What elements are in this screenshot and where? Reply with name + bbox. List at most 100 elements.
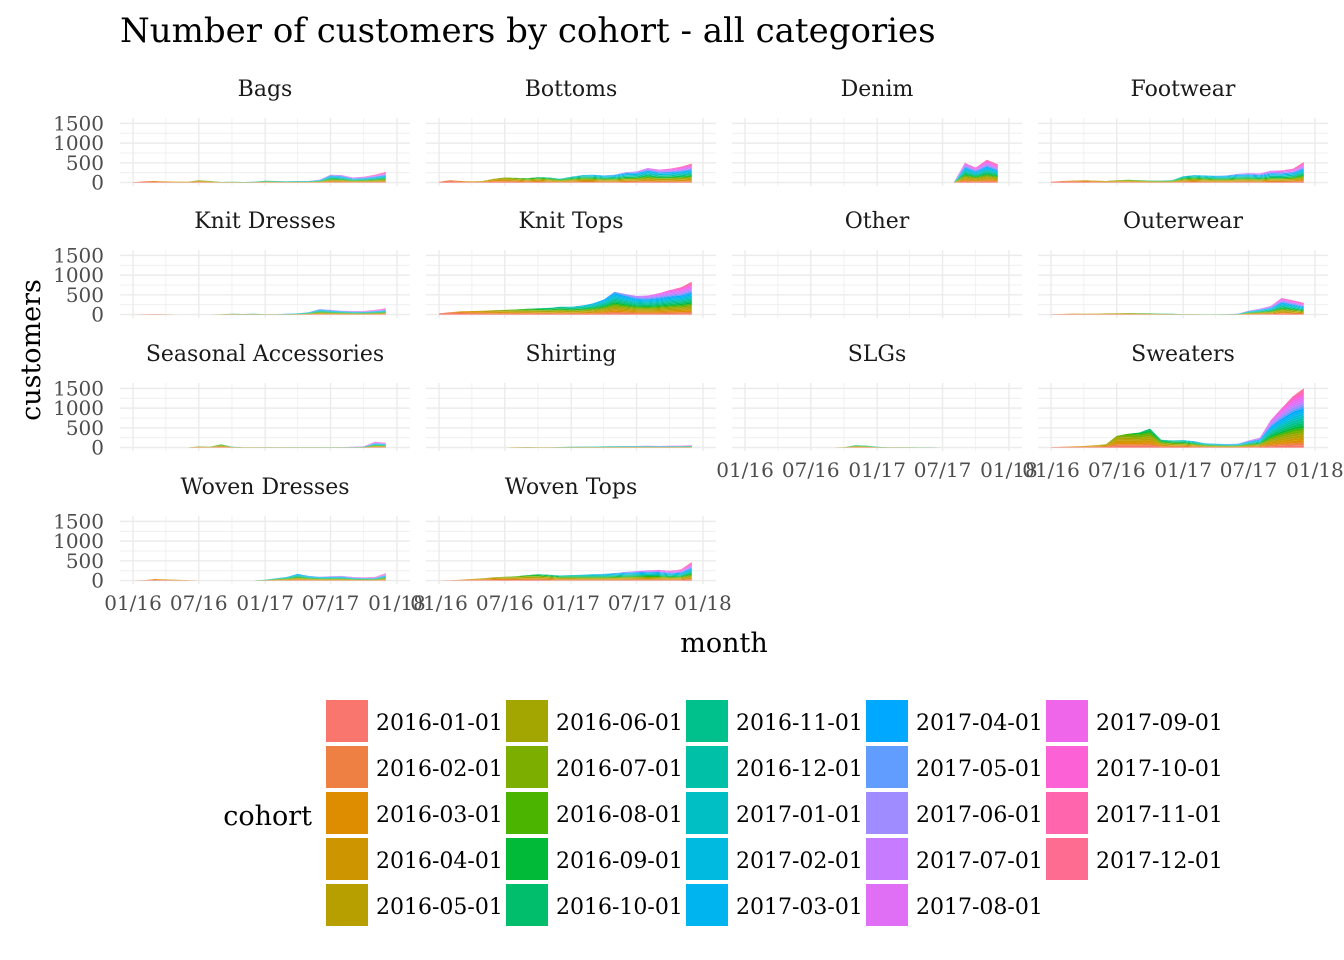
- area-cohort-2016-10-01: [1051, 422, 1304, 448]
- area-cohort-2016-02-01: [1051, 180, 1304, 183]
- area-cohort-2016-12-01: [1051, 172, 1304, 182]
- area-cohort-2016-01-01: [1051, 181, 1304, 183]
- area-cohort-2016-05-01: [439, 447, 692, 448]
- area-cohort-2017-06-01: [439, 290, 692, 314]
- legend-label: 2016-05-01: [376, 895, 503, 920]
- area-cohort-2016-02-01: [133, 579, 386, 581]
- y-tick-label: 500: [66, 283, 104, 307]
- area-cohort-2016-07-01: [439, 305, 692, 314]
- panel-strip-label: Footwear: [1131, 77, 1236, 102]
- area-cohort-2016-09-01: [1051, 174, 1304, 182]
- x-tick-label: 07/16: [170, 591, 228, 615]
- legend-label: 2016-06-01: [556, 711, 683, 736]
- area-cohort-2016-03-01: [1051, 180, 1304, 183]
- x-tick-label: 01/18: [1286, 458, 1344, 482]
- area-cohort-2016-04-01: [439, 179, 692, 182]
- panel-strip-label: Seasonal Accessories: [146, 342, 384, 367]
- area-cohort-2016-08-01: [133, 577, 386, 581]
- area-cohort-2016-01-01: [439, 579, 692, 581]
- area-cohort-2016-01-01: [439, 181, 692, 183]
- area-cohort-2016-06-01: [1051, 432, 1304, 448]
- area-cohort-2016-08-01: [439, 574, 692, 581]
- area-cohort-2016-04-01: [133, 578, 386, 581]
- legend-label: 2016-03-01: [376, 803, 503, 828]
- legend-label: 2017-09-01: [1096, 711, 1223, 736]
- x-tick-label: 07/16: [1088, 458, 1146, 482]
- x-tick-label: 07/17: [302, 591, 360, 615]
- panel-strip-label: Bags: [238, 77, 293, 102]
- legend-label: 2016-04-01: [376, 849, 503, 874]
- legend-label: 2017-02-01: [736, 849, 863, 874]
- area-cohort-2016-01-01: [133, 580, 386, 581]
- area-cohort-2016-07-01: [1051, 176, 1304, 182]
- area-cohort-2016-11-01: [439, 299, 692, 314]
- area-cohort-2016-06-01: [745, 446, 998, 448]
- area-cohort-2016-10-01: [1051, 174, 1304, 182]
- area-cohort-2017-07-01: [439, 288, 692, 314]
- legend-swatch: [866, 700, 908, 742]
- area-cohort-2017-03-01: [1051, 169, 1304, 182]
- legend-label: 2017-12-01: [1096, 849, 1223, 874]
- y-tick-label: 500: [66, 416, 104, 440]
- x-tick-label: 01/18: [674, 591, 732, 615]
- area-cohort-2017-03-01: [439, 294, 692, 314]
- legend-label: 2017-03-01: [736, 895, 863, 920]
- legend-swatch: [1046, 746, 1088, 788]
- x-tick-label: 01/18: [368, 591, 426, 615]
- area-cohort-2016-07-01: [439, 446, 692, 448]
- legend-swatch: [326, 884, 368, 926]
- area-cohort-2016-08-01: [745, 445, 998, 448]
- panel-slgs: SLGs 01/16 07/16 01/17 07/17 01/18: [716, 342, 1038, 482]
- legend-label: 2016-10-01: [556, 895, 683, 920]
- area-cohort-2016-10-01: [745, 445, 998, 448]
- x-tick-label: 01/17: [542, 591, 600, 615]
- area-cohort-2016-10-01: [133, 576, 386, 581]
- area-cohort-2017-01-01: [439, 296, 692, 314]
- area-cohort-2016-05-01: [439, 576, 692, 581]
- legend-label: 2016-02-01: [376, 757, 503, 782]
- legend-swatch: [1046, 700, 1088, 742]
- area-cohort-2016-03-01: [439, 578, 692, 581]
- area-cohort-2016-05-01: [1051, 435, 1304, 448]
- area-cohort-2016-07-01: [1051, 430, 1304, 448]
- y-axis-title: customers: [16, 279, 47, 421]
- legend-swatch: [326, 746, 368, 788]
- area-cohort-2016-05-01: [439, 307, 692, 314]
- area-cohort-2016-03-01: [133, 446, 386, 448]
- panel-strip-label: Bottoms: [525, 77, 618, 102]
- x-tick-label: 01/17: [848, 458, 906, 482]
- area-cohort-2016-05-01: [1051, 310, 1304, 315]
- panel-strip-label: Other: [845, 209, 910, 234]
- legend-label: 2017-11-01: [1096, 803, 1223, 828]
- x-tick-label: 01/16: [104, 591, 162, 615]
- area-cohort-2016-08-01: [439, 303, 692, 314]
- y-tick-label: 1500: [53, 509, 104, 533]
- x-axis-title: month: [680, 628, 768, 659]
- panel-footwear: Footwear: [1038, 77, 1328, 186]
- panel-other: Other: [732, 209, 1022, 318]
- panel-strip-label: Knit Tops: [518, 209, 623, 234]
- area-cohort-2017-04-01: [439, 292, 692, 314]
- area-cohort-2017-05-01: [439, 291, 692, 314]
- area-cohort-2016-05-01: [1051, 178, 1304, 182]
- legend-swatch: [866, 884, 908, 926]
- legend-label: 2016-07-01: [556, 757, 683, 782]
- area-cohort-2016-02-01: [133, 181, 386, 183]
- y-tick-label: 1500: [53, 111, 104, 135]
- legend-swatch: [1046, 838, 1088, 880]
- area-cohort-2016-03-01: [133, 313, 386, 315]
- area-cohort-2016-06-01: [439, 306, 692, 314]
- legend-swatch: [1046, 792, 1088, 834]
- x-tick-label: 07/16: [782, 458, 840, 482]
- area-cohort-2016-01-01: [1051, 445, 1304, 448]
- area-cohort-2016-07-01: [133, 577, 386, 581]
- area-cohort-2017-01-01: [1051, 171, 1304, 182]
- panel-strip-label: Shirting: [526, 342, 617, 367]
- area-cohort-2017-01-01: [133, 575, 386, 581]
- panel-knit-tops: Knit Tops: [426, 209, 716, 318]
- legend: cohort 2016-01-01 2016-02-01 2016-03-01 2016…: [223, 700, 1223, 926]
- area-cohort-2016-03-01: [439, 310, 692, 314]
- y-tick-label: 1000: [53, 263, 104, 287]
- panel-denim: Denim: [732, 77, 1022, 186]
